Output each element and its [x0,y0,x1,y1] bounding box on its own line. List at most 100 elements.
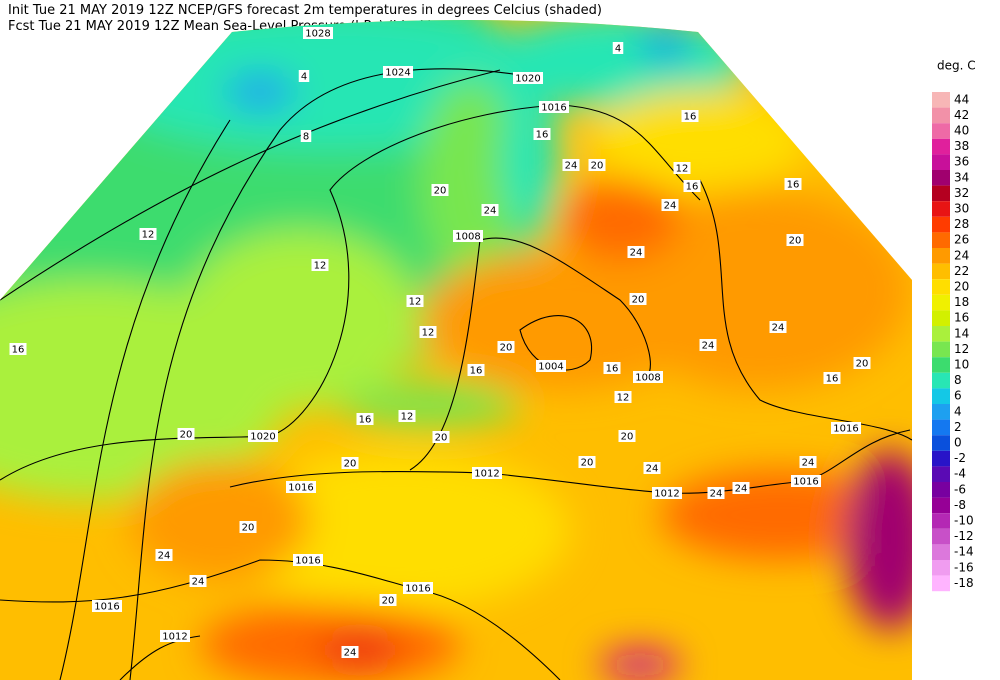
legend-label: 26 [954,233,969,247]
legend-swatch [932,450,950,467]
isobar-label-box [831,422,861,434]
temperature-label-box [732,482,750,494]
temperature-label-box [673,162,691,174]
isobar-label-box [248,430,278,442]
legend-label: -4 [954,467,966,481]
legend-swatch [932,201,950,217]
legend-swatch [932,294,950,311]
temperature-label-box [618,430,636,442]
isobar-label-box [403,582,433,594]
temperature-label: 16 [787,180,800,191]
isobar-label: 1012 [474,469,499,480]
temperature-label-box [189,575,207,587]
legend-swatch [932,154,950,170]
legend-swatch [932,575,950,592]
temperature-label: 24 [702,341,715,352]
legend-swatch [932,107,950,124]
temperature-label-box [341,646,359,658]
legend-label: 4 [954,404,962,418]
temperature-label-box [629,293,647,305]
legend-label: 18 [954,295,969,309]
legend-swatch [932,513,950,529]
legend-label: 10 [954,358,969,372]
temperature-label-box [578,456,596,468]
legend-swatch [932,263,950,280]
legend-label: 0 [954,436,962,450]
temperature-label: 12 [422,328,435,339]
legend-swatch [932,310,950,326]
temperature-label-box [155,549,173,561]
temperature-label-box [588,159,606,171]
temperature-label-box [643,462,661,474]
legend-label: 6 [954,389,962,403]
temperature-label: 12 [617,393,630,404]
legend-label: -12 [954,529,974,543]
temperature-label-box [431,184,449,196]
legend-swatch [932,326,950,342]
legend: 4442403836343230282624222018161412108642… [932,92,974,592]
temperature-label: 20 [621,432,634,443]
isobar-label-box [513,72,543,84]
isobar-label: 1016 [793,477,818,488]
legend-swatch [932,248,950,264]
temperature-label: 20 [180,430,193,441]
isobar-label: 1016 [94,602,119,613]
isobar-label: 1012 [654,489,679,500]
temperature-label-box [300,130,312,142]
temperature-label: 12 [409,297,422,308]
legend-swatch [932,357,950,373]
isobar-label: 1016 [288,483,313,494]
temperature-label: 24 [192,577,205,588]
temperature-label: 16 [684,112,697,123]
legend-swatch [932,388,950,404]
isobar-label: 1016 [541,103,566,114]
temperature-label: 24 [664,201,677,212]
temperature-label: 16 [826,374,839,385]
temperature-label-box [497,341,515,353]
isobar-label: 1028 [305,29,330,40]
legend-label: 38 [954,139,969,153]
temperature-label: 20 [591,161,604,172]
temperature-label-box [9,343,27,355]
isobar-label: 1008 [635,373,660,384]
legend-label: 28 [954,217,969,231]
legend-label: 30 [954,202,969,216]
legend-swatch [932,482,950,498]
temperature-label-box [379,594,397,606]
temperature-label-box [614,391,632,403]
temperature-label: 16 [686,182,699,193]
isobar-label: 1016 [833,424,858,435]
legend-label: 2 [954,420,962,434]
isobar-label-box [652,487,682,499]
temperature-label: 4 [615,44,621,55]
map-labels: 1028 1024 1020 1016 1008 1004 1008 1020 1016 1012… [9,27,871,659]
legend-swatch [932,92,950,108]
legend-swatch [932,497,950,514]
temperature-label-box [533,128,551,140]
temperature-label: 4 [301,72,307,83]
legend-swatch [932,560,950,576]
temperature-label: 12 [401,412,414,423]
temperature-label-box [432,431,450,443]
temperature-label: 24 [646,464,659,475]
temperature-label: 20 [382,596,395,607]
temperature-label: 20 [434,186,447,197]
temperature-label-box [419,326,437,338]
isobar-label: 1020 [515,74,540,85]
legend-swatch [932,216,950,233]
legend-label: 24 [954,248,969,262]
legend-swatch [932,372,950,389]
temperature-label: 12 [314,261,327,272]
isobar-label: 1008 [455,232,480,243]
temperature-label-box [298,70,310,82]
temperature-label-box [239,521,257,533]
isobar-label: 1016 [405,584,430,595]
isobar-label-box [92,600,122,612]
temperature-label-box [398,410,416,422]
temperature-label: 24 [158,551,171,562]
temperature-label: 20 [856,359,869,370]
temperature-label: 24 [735,484,748,495]
temperature-label-box [707,487,725,499]
